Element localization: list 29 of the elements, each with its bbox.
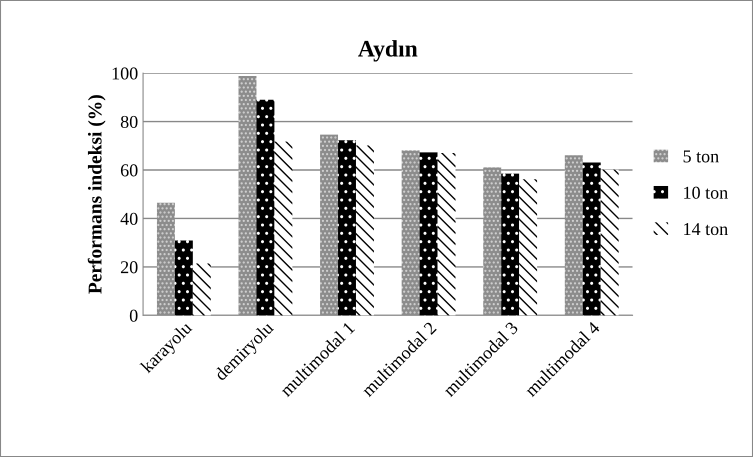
bar <box>156 202 175 316</box>
bar <box>483 167 502 316</box>
y-axis-title: Performans indeksi (%) <box>88 95 106 294</box>
legend-label: 10 ton <box>684 186 728 199</box>
y-tick-label: 20 <box>120 261 138 274</box>
bar <box>582 162 601 316</box>
bar <box>438 153 456 316</box>
bar <box>519 179 538 316</box>
bar <box>564 155 583 316</box>
chart-title: Aydın <box>358 40 418 62</box>
legend-label: 14 ton <box>684 223 728 236</box>
bar <box>256 100 274 316</box>
bar <box>402 150 420 316</box>
bar <box>192 263 211 316</box>
bar <box>338 140 356 316</box>
bar <box>274 142 292 316</box>
y-tick-label: 40 <box>120 212 138 225</box>
bar <box>600 170 619 316</box>
bar <box>174 240 193 316</box>
legend-label: 5 ton <box>684 150 719 162</box>
y-tick-label: 60 <box>120 164 138 176</box>
bar <box>320 134 338 316</box>
y-tick-label: 0 <box>130 310 138 322</box>
bar <box>238 76 256 316</box>
bar <box>356 146 374 316</box>
bar <box>501 174 520 316</box>
y-tick-label: 100 <box>112 67 138 80</box>
bar <box>420 152 438 316</box>
y-tick-label: 80 <box>120 116 138 128</box>
